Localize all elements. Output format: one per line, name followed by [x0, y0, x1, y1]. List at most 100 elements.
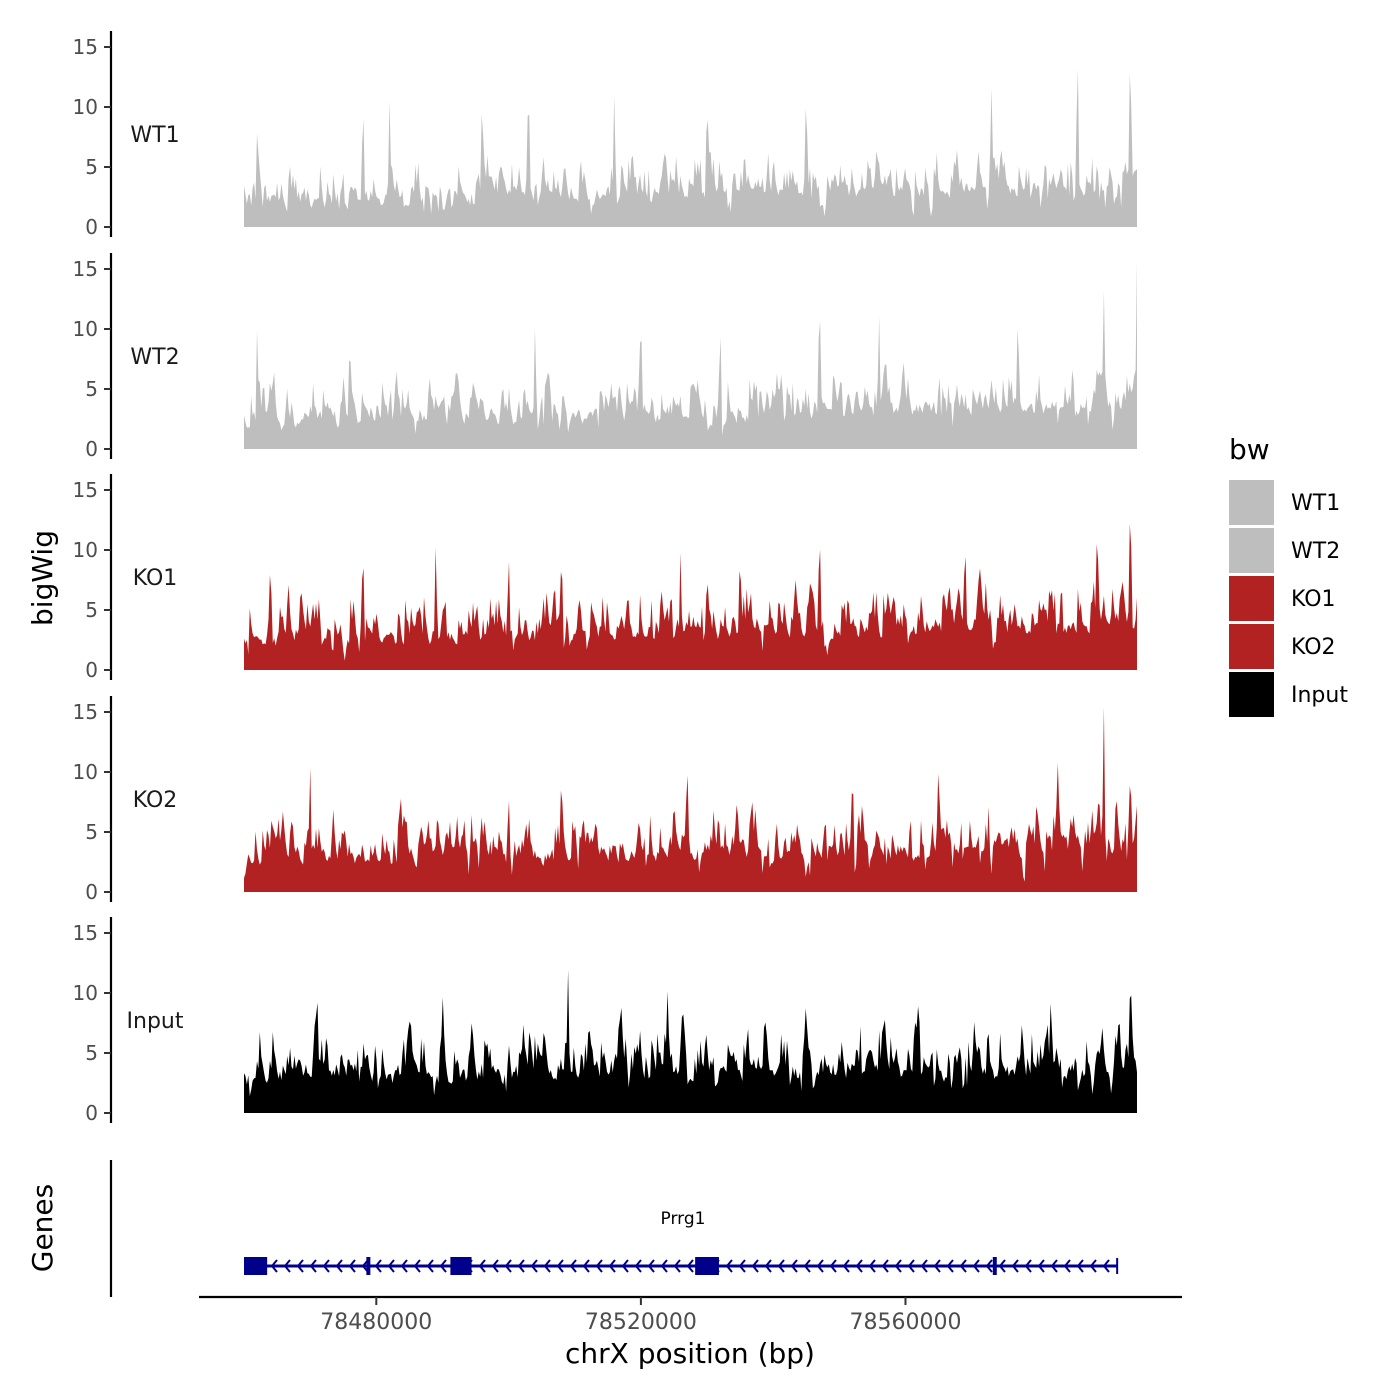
strand-arrow [790, 1259, 798, 1273]
strand-arrow [946, 1259, 954, 1273]
legend-label-wt1: WT1 [1291, 491, 1340, 516]
strand-arrow [335, 1259, 343, 1273]
strand-arrow [829, 1259, 837, 1273]
strand-arrow [1037, 1259, 1045, 1273]
y-tick-label: 0 [85, 437, 98, 461]
strand-arrow [1063, 1259, 1071, 1273]
strand-arrow [283, 1259, 291, 1273]
strand-arrow [556, 1259, 564, 1273]
y-tick-label: 10 [73, 538, 98, 562]
strand-arrow [959, 1259, 967, 1273]
strand-arrow [582, 1259, 590, 1273]
y-tick-label: 0 [85, 1101, 98, 1125]
y-tick-label: 5 [85, 598, 98, 622]
genes-panel: Genes Prrg1 [26, 1160, 1119, 1297]
strand-arrow [907, 1259, 915, 1273]
y-tick-label: 15 [73, 35, 98, 59]
strand-arrow [868, 1259, 876, 1273]
strand-arrow [933, 1259, 941, 1273]
strand-arrow [387, 1259, 395, 1273]
strand-arrow [842, 1259, 850, 1273]
gene-model [244, 1257, 1119, 1275]
strand-arrow [647, 1259, 655, 1273]
legend-key-wt1 [1229, 480, 1274, 525]
y-tick-label: 10 [73, 981, 98, 1005]
x-axis: 78480000 78520000 78560000 chrX position (… [199, 1295, 1182, 1370]
signal-area-input [244, 969, 1137, 1113]
strand-arrow [673, 1259, 681, 1273]
strand-arrow [374, 1259, 382, 1273]
strand-arrow [777, 1259, 785, 1273]
gene-name-label: Prrg1 [661, 1209, 706, 1229]
strand-arrow [1076, 1259, 1084, 1273]
exon-block [695, 1257, 719, 1275]
small-exon [366, 1257, 371, 1275]
signal-area-ko2 [244, 706, 1137, 892]
strand-arrow [920, 1259, 928, 1273]
legend-label-ko1: KO1 [1291, 587, 1336, 612]
strand-arrow [998, 1259, 1006, 1273]
track-panel-input: 0 5 10 15 Input [73, 917, 1137, 1125]
track-label: KO1 [133, 566, 178, 591]
strand-arrow [751, 1259, 759, 1273]
y-axis-title: bigWig [26, 530, 59, 626]
strand-arrow [1024, 1259, 1032, 1273]
signal-area-wt2 [244, 259, 1137, 449]
y-tick-label: 10 [73, 760, 98, 784]
signal-area-ko1 [244, 523, 1137, 670]
strand-arrow [569, 1259, 577, 1273]
strand-arrow [1011, 1259, 1019, 1273]
strand-arrow [439, 1259, 447, 1273]
track-label: WT1 [130, 123, 179, 148]
y-tick-label: 10 [73, 95, 98, 119]
strand-arrow [1050, 1259, 1058, 1273]
x-axis-ticks: 78480000 78520000 78560000 [320, 1297, 961, 1335]
strand-arrow [348, 1259, 356, 1273]
y-tick-label: 0 [85, 215, 98, 239]
strand-arrow [855, 1259, 863, 1273]
strand-arrow [530, 1259, 538, 1273]
strand-arrow [478, 1259, 486, 1273]
track-label: WT2 [130, 345, 179, 370]
track-panel-ko2: 0 5 10 15 KO2 [73, 696, 1137, 904]
strand-arrow [296, 1259, 304, 1273]
y-tick-label: 15 [73, 257, 98, 281]
exon-block [450, 1257, 472, 1275]
strand-arrow [1089, 1259, 1097, 1273]
track-panels: 0 5 10 15 WT1 0 5 10 15 WT2 0 5 10 15 KO1 0 5 10 15 KO2 0 5 10… [73, 31, 1137, 1125]
strand-arrow [543, 1259, 551, 1273]
y-tick-label: 0 [85, 658, 98, 682]
strand-arrow [985, 1259, 993, 1273]
strand-arrow [764, 1259, 772, 1273]
small-exon [992, 1257, 997, 1275]
y-axis-title-text: bigWig [26, 530, 59, 626]
legend-label-ko2: KO2 [1291, 635, 1336, 660]
strand-arrow [803, 1259, 811, 1273]
y-tick-label: 0 [85, 880, 98, 904]
strand-arrow [517, 1259, 525, 1273]
y-tick-label: 5 [85, 377, 98, 401]
strand-arrow [608, 1259, 616, 1273]
strand-arrow [972, 1259, 980, 1273]
y-tick-label: 15 [73, 921, 98, 945]
signal-area-wt1 [244, 68, 1137, 227]
track-label: KO2 [133, 788, 178, 813]
strand-arrow [361, 1259, 369, 1273]
legend-key-ko1 [1229, 576, 1274, 621]
x-tick-label: 78480000 [320, 1310, 432, 1335]
strand-arrow [504, 1259, 512, 1273]
strand-arrow [491, 1259, 499, 1273]
strand-arrow [881, 1259, 889, 1273]
strand-arrow [426, 1259, 434, 1273]
track-panel-ko1: 0 5 10 15 KO1 [73, 474, 1137, 682]
legend-key-input [1229, 672, 1274, 717]
legend-label-wt2: WT2 [1291, 539, 1340, 564]
strand-arrow [621, 1259, 629, 1273]
strand-arrow [738, 1259, 746, 1273]
strand-arrow [270, 1259, 278, 1273]
strand-arrow [725, 1259, 733, 1273]
track-panel-wt1: 0 5 10 15 WT1 [73, 31, 1137, 239]
x-axis-title: chrX position (bp) [565, 1337, 815, 1370]
